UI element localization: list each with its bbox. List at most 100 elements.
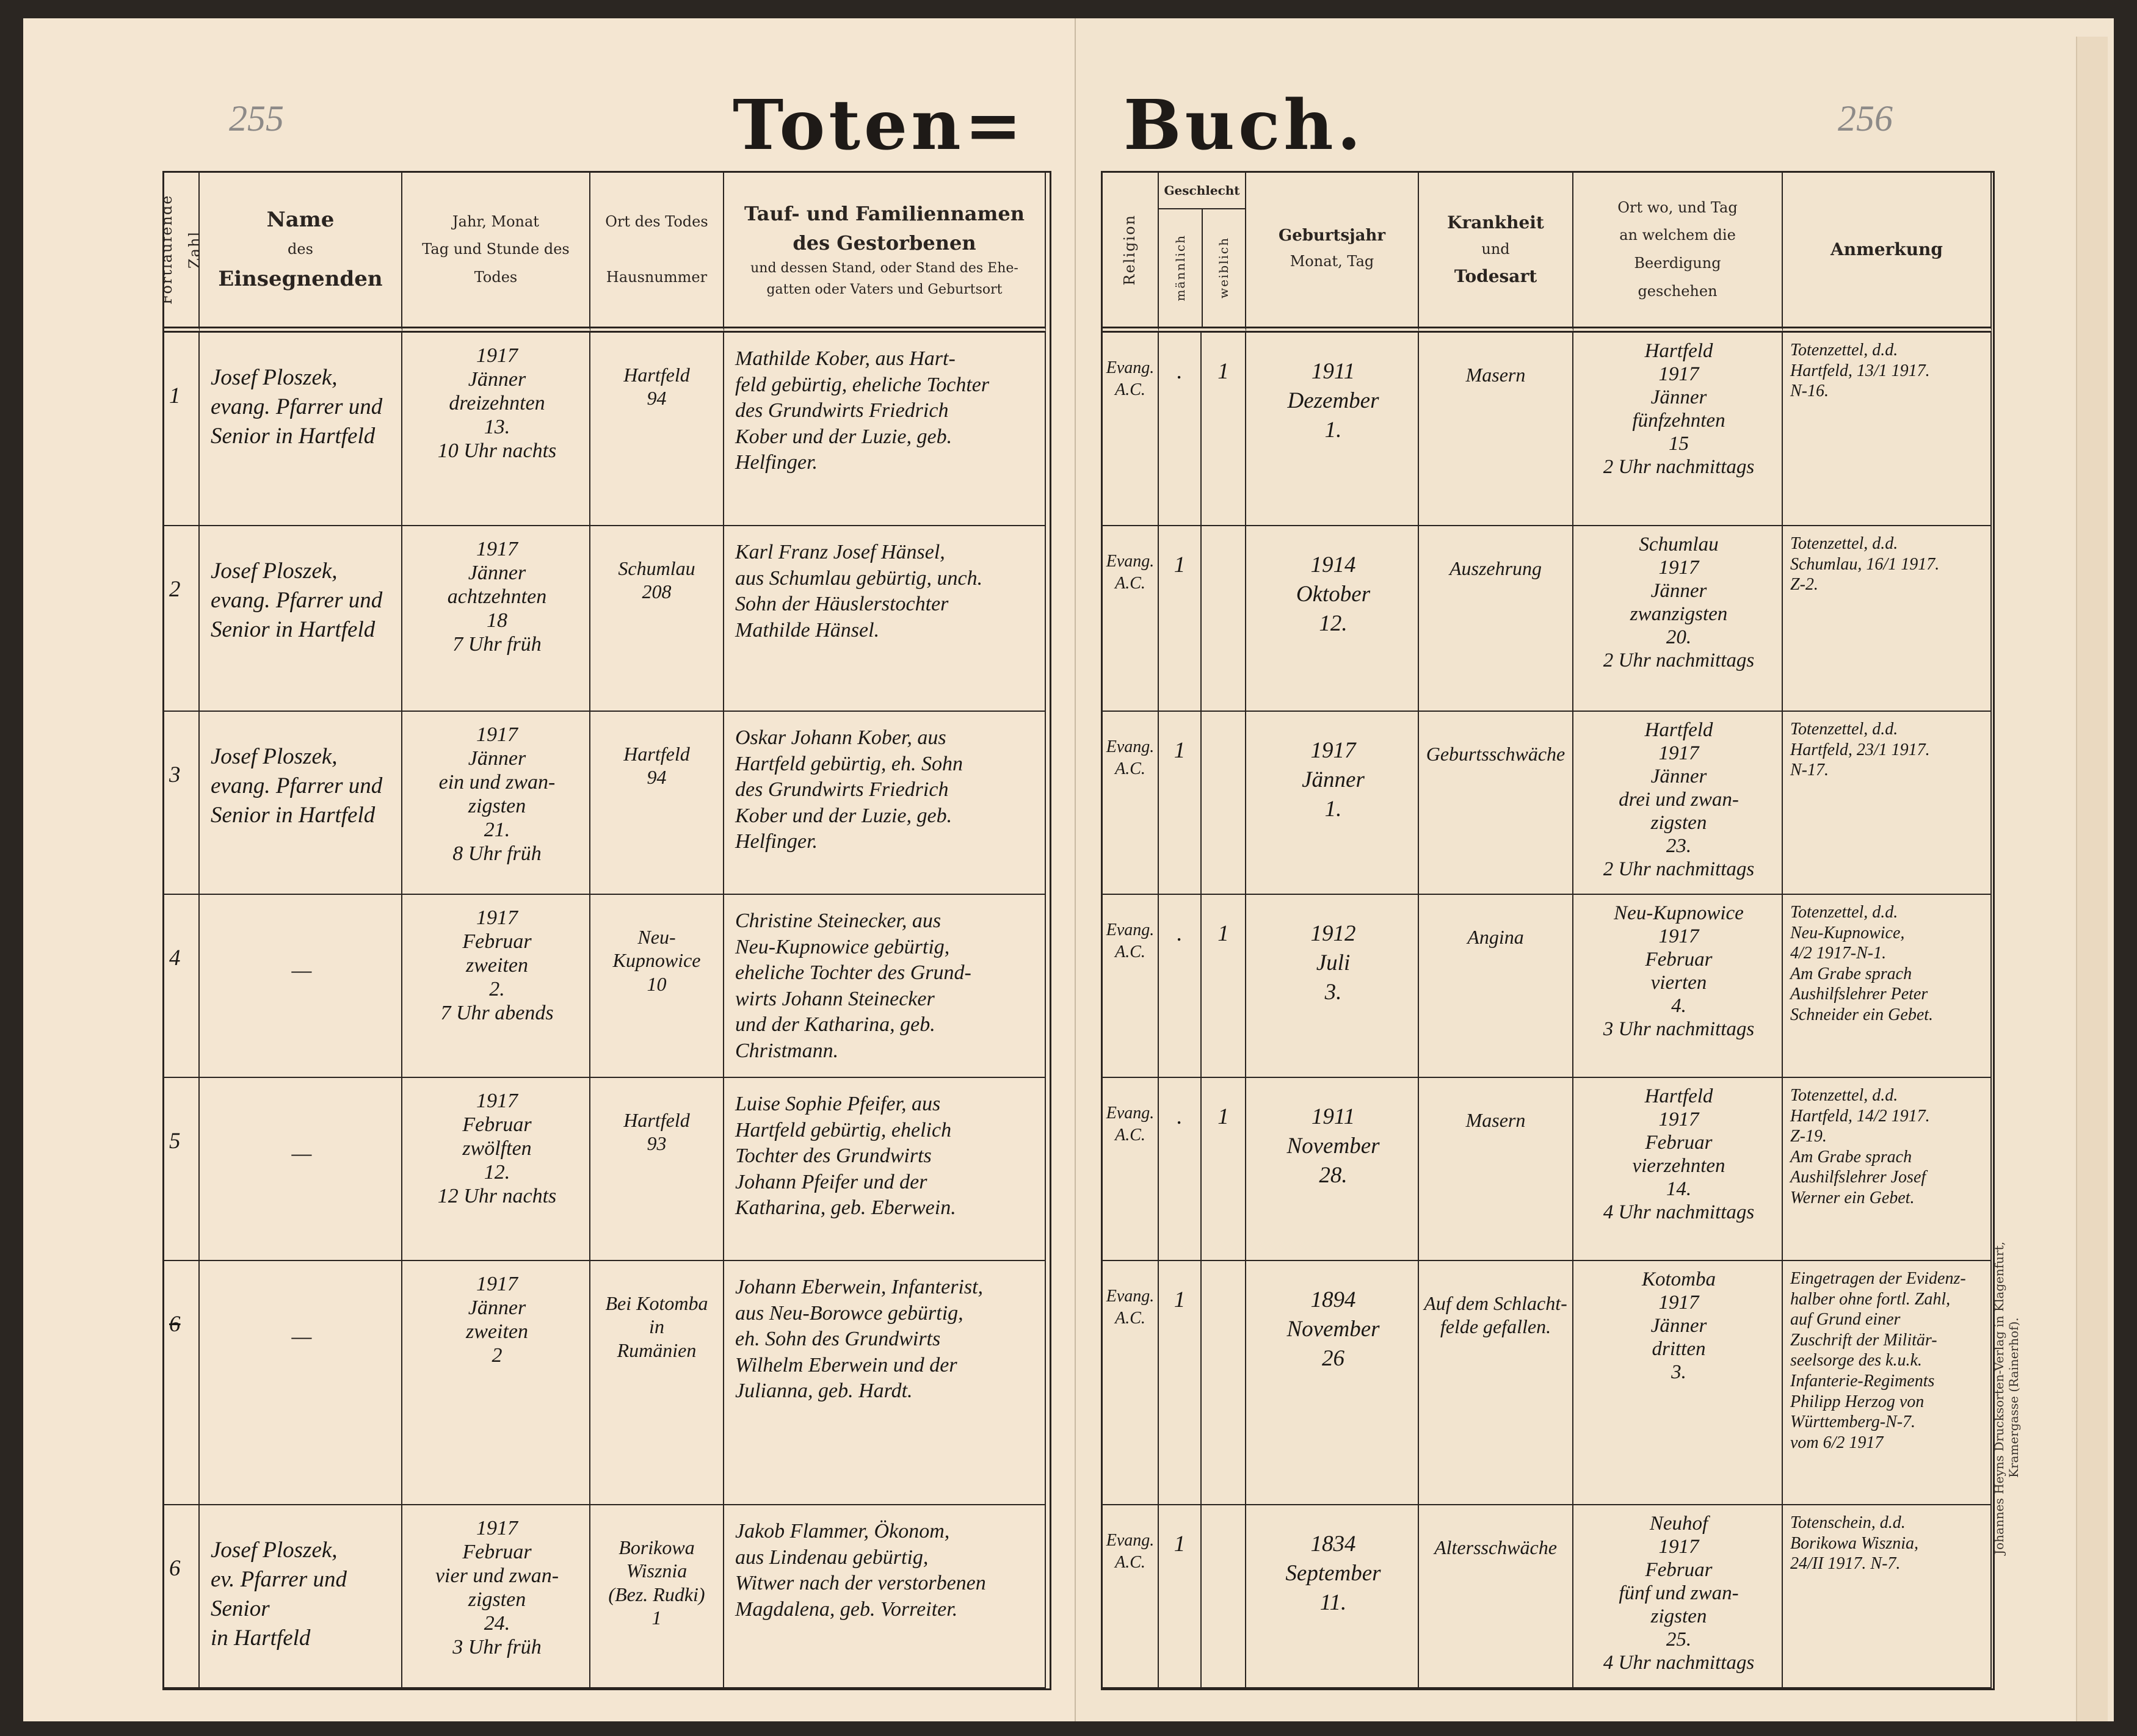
header-birth-l2: Monat, Tag [1290, 252, 1374, 270]
death-date-time: 1917 Jänner achtzehnten 18 7 Uhr früh [402, 526, 590, 712]
header-number: Fortlaufende Zahl [164, 173, 200, 333]
officiant-name: Josef Ploszek, evang. Pfarrer und Senior… [200, 712, 402, 895]
birth-date: 1834 September 11. [1246, 1505, 1419, 1688]
header-officiant-l1: Name [266, 208, 335, 233]
header-remark-label: Anmerkung [1830, 239, 1943, 259]
sex-male: 1 [1159, 526, 1202, 712]
left-register-table: Fortlaufende Zahl Name des Einsegnenden … [162, 171, 1051, 1690]
sex-female: 1 [1202, 1078, 1246, 1261]
illness: Masern [1419, 333, 1573, 526]
header-male: männlich [1159, 209, 1203, 327]
title-right: Buch. [1123, 85, 1365, 165]
officiant-name: — [200, 895, 402, 1078]
officiant-name: Josef Ploszek, evang. Pfarrer und Senior… [200, 526, 402, 712]
death-date-time: 1917 Februar zwölften 12. 12 Uhr nachts [402, 1078, 590, 1261]
sex-male: 1 [1159, 712, 1202, 895]
remark: Eingetragen der Evidenz- halber ohne for… [1783, 1261, 1992, 1505]
deceased-description: Christine Steinecker, aus Neu-Kupnowice … [724, 895, 1046, 1078]
remark: Totenzettel, d.d. Hartfeld, 13/1 1917. N… [1783, 333, 1992, 526]
death-place: Neu- Kupnowice 10 [590, 895, 724, 1078]
illness: Altersschwäche [1419, 1505, 1573, 1688]
header-religion: Religion [1103, 173, 1159, 333]
religion: Evang. A.C. [1103, 526, 1159, 712]
sex-female [1202, 1505, 1246, 1688]
remark: Totenzettel, d.d. Neu-Kupnowice, 4/2 191… [1783, 895, 1992, 1078]
header-burial: Ort wo, und Tag an welchem die Beerdigun… [1573, 173, 1783, 333]
remark: Totenzettel, d.d. Hartfeld, 14/2 1917. Z… [1783, 1078, 1992, 1261]
entry-number: 6 [164, 1505, 200, 1688]
printer-imprint: Johannes Heyns Drucksorten-Verlag in Kla… [1992, 1241, 2021, 1555]
header-deceased-l3: und dessen Stand, oder Stand des Ehe- ga… [750, 260, 1018, 297]
header-officiant-l3: Einsegnenden [218, 266, 383, 291]
deceased-description: Oskar Johann Kober, aus Hartfeld gebürti… [724, 712, 1046, 895]
title-left: Toten= [733, 85, 1026, 165]
officiant-name: Josef Ploszek, evang. Pfarrer und Senior… [200, 333, 402, 526]
header-illness-l2: und [1481, 241, 1510, 258]
burial-place-date: Hartfeld 1917 Jänner fünfzehnten 15 2 Uh… [1573, 333, 1783, 526]
page-number-left: 255 [229, 98, 284, 139]
burial-place-date: Hartfeld 1917 Februar vierzehnten 14. 4 … [1573, 1078, 1783, 1261]
illness: Auszehrung [1419, 526, 1573, 712]
entry-number: 3 [164, 712, 200, 895]
death-place: Bei Kotomba in Rumänien [590, 1261, 724, 1505]
header-male-label: männlich [1172, 234, 1188, 302]
deceased-description: Karl Franz Josef Hänsel, aus Schumlau ge… [724, 526, 1046, 712]
header-number-label: Fortlaufende Zahl [164, 194, 200, 305]
header-female-label: weiblich [1216, 237, 1232, 299]
death-date-time: 1917 Februar zweiten 2. 7 Uhr abends [402, 895, 590, 1078]
birth-date: 1914 Oktober 12. [1246, 526, 1419, 712]
page-number-right: 256 [1838, 98, 1893, 139]
header-sex-label: Geschlecht [1159, 173, 1245, 209]
death-date-time: 1917 Jänner dreizehnten 13. 10 Uhr nacht… [402, 333, 590, 526]
header-deceased: Tauf- und Familiennamen des Gestorbenen … [724, 173, 1046, 333]
deceased-description: Mathilde Kober, aus Hart- feld gebürtig,… [724, 333, 1046, 526]
death-date-time: 1917 Jänner ein und zwan- zigsten 21. 8 … [402, 712, 590, 895]
burial-place-date: Kotomba 1917 Jänner dritten 3. [1573, 1261, 1783, 1505]
entry-number: 1 [164, 333, 200, 526]
sex-male: . [1159, 1078, 1202, 1261]
header-death-date: Jahr, Monat Tag und Stunde des Todes [402, 173, 590, 333]
religion: Evang. A.C. [1103, 1078, 1159, 1261]
officiant-name: — [200, 1261, 402, 1505]
sex-male: 1 [1159, 1505, 1202, 1688]
death-place: Borikowa Wisznia (Bez. Rudki) 1 [590, 1505, 724, 1688]
death-date-time: 1917 Februar vier und zwan- zigsten 24. … [402, 1505, 590, 1688]
illness: Geburtsschwäche [1419, 712, 1573, 895]
religion: Evang. A.C. [1103, 712, 1159, 895]
officiant-name: — [200, 1078, 402, 1261]
death-place: Schumlau 208 [590, 526, 724, 712]
birth-date: 1912 Juli 3. [1246, 895, 1419, 1078]
illness: Auf dem Schlacht- felde gefallen. [1419, 1261, 1573, 1505]
death-place: Hartfeld 93 [590, 1078, 724, 1261]
sex-female [1202, 1261, 1246, 1505]
header-officiant: Name des Einsegnenden [200, 173, 402, 333]
death-date-time: 1917 Jänner zweiten 2 [402, 1261, 590, 1505]
birth-date: 1917 Jänner 1. [1246, 712, 1419, 895]
header-officiant-l2: des [288, 241, 313, 258]
remark: Totenschein, d.d. Borikowa Wisznia, 24/I… [1783, 1505, 1992, 1688]
remark: Totenzettel, d.d. Schumlau, 16/1 1917. Z… [1783, 526, 1992, 712]
birth-date: 1911 Dezember 1. [1246, 333, 1419, 526]
header-death-place: Ort des Todes Hausnummer [590, 173, 724, 333]
sex-female [1202, 712, 1246, 895]
burial-place-date: Neuhof 1917 Februar fünf und zwan- zigst… [1573, 1505, 1783, 1688]
header-birth: Geburtsjahr Monat, Tag [1246, 173, 1419, 333]
header-illness-l1: Krankheit [1447, 212, 1544, 233]
header-sex: Geschlecht männlich weiblich [1159, 173, 1246, 333]
sex-female: 1 [1202, 333, 1246, 526]
header-remark: Anmerkung [1783, 173, 1992, 333]
illness: Angina [1419, 895, 1573, 1078]
sex-female: 1 [1202, 895, 1246, 1078]
religion: Evang. A.C. [1103, 333, 1159, 526]
header-birth-l1: Geburtsjahr [1278, 226, 1386, 245]
header-deceased-l1: Tauf- und Familiennamen [744, 201, 1025, 225]
header-religion-label: Religion [1121, 214, 1139, 286]
sex-female [1202, 526, 1246, 712]
burial-place-date: Hartfeld 1917 Jänner drei und zwan- zigs… [1573, 712, 1783, 895]
deceased-description: Johann Eberwein, Infanterist, aus Neu-Bo… [724, 1261, 1046, 1505]
entry-number: 6 [164, 1261, 200, 1505]
entry-number: 4 [164, 895, 200, 1078]
deceased-description: Luise Sophie Pfeifer, aus Hartfeld gebür… [724, 1078, 1046, 1261]
birth-date: 1894 November 26 [1246, 1261, 1419, 1505]
death-place: Hartfeld 94 [590, 333, 724, 526]
